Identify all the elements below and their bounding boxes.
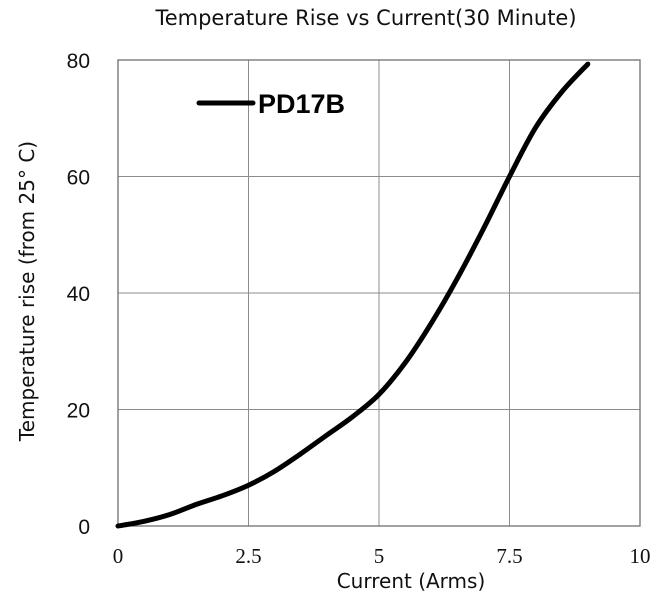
y-tick-labels: 0 20 40 60 80 [67,50,90,539]
y-axis-label: Temperature rise (from 25° C) [15,141,39,442]
legend-label: PD17B [258,89,345,119]
y-tick-label: 0 [78,516,90,539]
x-axis-label: Current (Arms) [337,569,486,593]
series-layer [115,61,591,529]
y-tick-label: 20 [67,400,90,423]
series-line-pd17b [115,61,591,529]
y-tick-label: 40 [67,283,90,306]
x-tick-labels: 0 2.5 5 7.5 10 [113,544,651,568]
x-tick-label: 5 [374,544,385,568]
x-tick-label: 2.5 [235,544,261,568]
x-tick-label: 7.5 [496,544,522,568]
y-tick-label: 60 [67,167,90,190]
chart-title: Temperature Rise vs Current(30 Minute) [154,6,576,30]
x-tick-label: 0 [113,544,124,568]
x-tick-label: 10 [630,544,651,568]
legend: PD17B [196,89,345,119]
gridlines [118,60,640,526]
plot-frame [117,59,641,527]
y-tick-label: 80 [67,50,90,73]
